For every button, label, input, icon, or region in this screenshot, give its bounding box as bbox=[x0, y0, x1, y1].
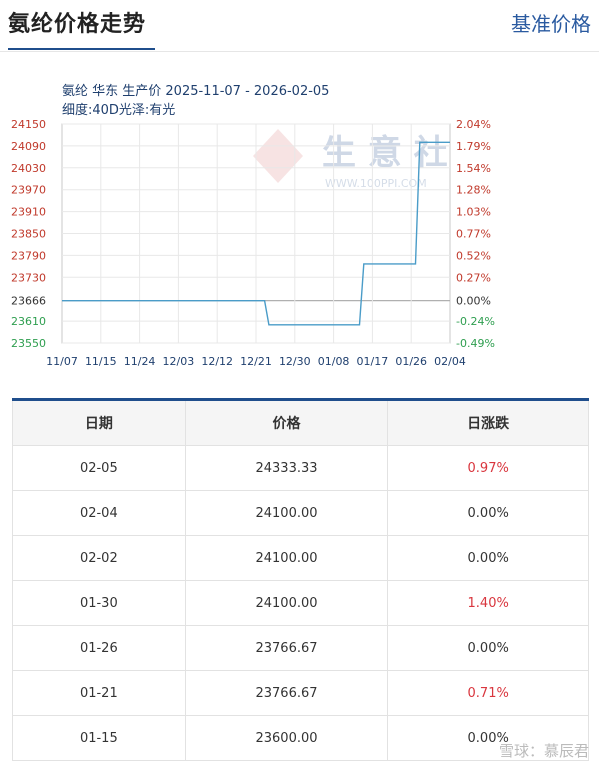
y-left-tick-label: 23790 bbox=[11, 249, 46, 262]
x-tick-label: 12/12 bbox=[201, 355, 233, 368]
title-underline bbox=[8, 48, 155, 50]
cell-price: 24333.33 bbox=[184, 445, 389, 491]
series-line bbox=[62, 141, 450, 326]
cell-price: 24100.00 bbox=[184, 490, 389, 536]
cell-change: 0.97% bbox=[387, 445, 589, 491]
y-right-tick-label: 1.03% bbox=[456, 206, 491, 219]
x-tick-label: 11/24 bbox=[124, 355, 156, 368]
cell-price: 23766.67 bbox=[184, 670, 389, 716]
x-tick-label: 11/15 bbox=[85, 355, 117, 368]
table-row: 01-26 23766.67 0.00% bbox=[12, 625, 589, 671]
y-left-tick-label: 24090 bbox=[11, 140, 46, 153]
y-left-tick-label: 24030 bbox=[11, 162, 46, 175]
y-right-tick-label: 1.79% bbox=[456, 140, 491, 153]
cell-change: 0.71% bbox=[387, 670, 589, 716]
table-row: 02-02 24100.00 0.00% bbox=[12, 535, 589, 581]
y-right-tick-label: 1.28% bbox=[456, 184, 491, 197]
y-left-tick-label: 23550 bbox=[11, 337, 46, 350]
cell-change: 1.40% bbox=[387, 580, 589, 626]
chart-title: 氨纶 华东 生产价 2025-11-07 - 2026-02-05 bbox=[62, 84, 329, 99]
cell-date: 01-21 bbox=[12, 670, 186, 716]
y-right-tick-label: 0.52% bbox=[456, 249, 491, 262]
y-right-tick-label: 0.77% bbox=[456, 228, 491, 241]
x-tick-label: 02/04 bbox=[434, 355, 466, 368]
watermark-diamond bbox=[253, 129, 303, 183]
price-chart: 氨纶 华东 生产价 2025-11-07 - 2026-02-05 细度:40D光… bbox=[0, 56, 599, 376]
price-table: 日期 价格 日涨跌 02-05 24333.33 0.97% 02-04 24100.0… bbox=[12, 398, 589, 761]
page-title: 氨纶价格走势 bbox=[8, 12, 147, 37]
x-tick-label: 01/26 bbox=[395, 355, 427, 368]
cell-date: 02-05 bbox=[12, 445, 186, 491]
page-header: 氨纶价格走势 基准价格 bbox=[0, 0, 599, 52]
y-left-tick-label: 23850 bbox=[11, 228, 46, 241]
y-left-tick-label: 23666 bbox=[11, 295, 46, 308]
y-left-tick-label: 23730 bbox=[11, 271, 46, 284]
x-tick-label: 01/08 bbox=[318, 355, 350, 368]
watermark-url: WWW.100PPI.COM bbox=[325, 177, 427, 190]
y-right-tick-label: 0.00% bbox=[456, 295, 491, 308]
y-left-tick-label: 23970 bbox=[11, 184, 46, 197]
table-row: 02-05 24333.33 0.97% bbox=[12, 445, 589, 491]
watermark-logo bbox=[253, 129, 303, 183]
cell-price: 24100.00 bbox=[184, 535, 389, 581]
price-table-wrap: 日期 价格 日涨跌 02-05 24333.33 0.97% 02-04 24100.0… bbox=[12, 398, 589, 761]
cell-price: 24100.00 bbox=[184, 580, 389, 626]
cell-date: 01-15 bbox=[12, 715, 186, 761]
x-tick-label: 12/30 bbox=[279, 355, 311, 368]
table-row: 01-21 23766.67 0.71% bbox=[12, 670, 589, 716]
footer-watermark: 雪球：慕辰君 bbox=[498, 742, 589, 760]
table-header-row: 日期 价格 日涨跌 bbox=[12, 399, 589, 446]
x-tick-label: 12/03 bbox=[163, 355, 195, 368]
y-left-tick-label: 24150 bbox=[11, 118, 46, 131]
y-right-tick-label: -0.24% bbox=[456, 315, 495, 328]
cell-date: 01-30 bbox=[12, 580, 186, 626]
chart-subtitle: 细度:40D光泽:有光 bbox=[62, 102, 175, 118]
cell-change: 0.00% bbox=[387, 490, 589, 536]
price-chart-svg: 氨纶 华东 生产价 2025-11-07 - 2026-02-05 细度:40D光… bbox=[11, 84, 495, 368]
y-right-tick-label: 1.54% bbox=[456, 162, 491, 175]
cell-price: 23600.00 bbox=[184, 715, 389, 761]
table-row: 01-15 23600.00 0.00% bbox=[12, 715, 589, 761]
y-right-tick-label: -0.49% bbox=[456, 337, 495, 350]
y-left-tick-label: 23610 bbox=[11, 315, 46, 328]
x-tick-label: 12/21 bbox=[240, 355, 272, 368]
table-row: 01-30 24100.00 1.40% bbox=[12, 580, 589, 626]
cell-date: 02-04 bbox=[12, 490, 186, 536]
cell-change: 0.00% bbox=[387, 535, 589, 581]
cell-change: 0.00% bbox=[387, 715, 589, 761]
cell-change: 0.00% bbox=[387, 625, 589, 671]
x-tick-label: 11/07 bbox=[46, 355, 78, 368]
cell-date: 01-26 bbox=[12, 625, 186, 671]
header-price: 价格 bbox=[184, 399, 389, 446]
y-right-tick-label: 2.04% bbox=[456, 118, 491, 131]
cell-date: 02-02 bbox=[12, 535, 186, 581]
x-tick-label: 01/17 bbox=[357, 355, 389, 368]
header-date: 日期 bbox=[12, 399, 186, 446]
cell-price: 23766.67 bbox=[184, 625, 389, 671]
y-left-tick-label: 23910 bbox=[11, 206, 46, 219]
table-row: 02-04 24100.00 0.00% bbox=[12, 490, 589, 536]
y-right-tick-label: 0.27% bbox=[456, 271, 491, 284]
header-change: 日涨跌 bbox=[387, 399, 589, 446]
watermark-text: 生 意 社 bbox=[322, 133, 448, 173]
benchmark-price-link[interactable]: 基准价格 bbox=[511, 12, 591, 36]
